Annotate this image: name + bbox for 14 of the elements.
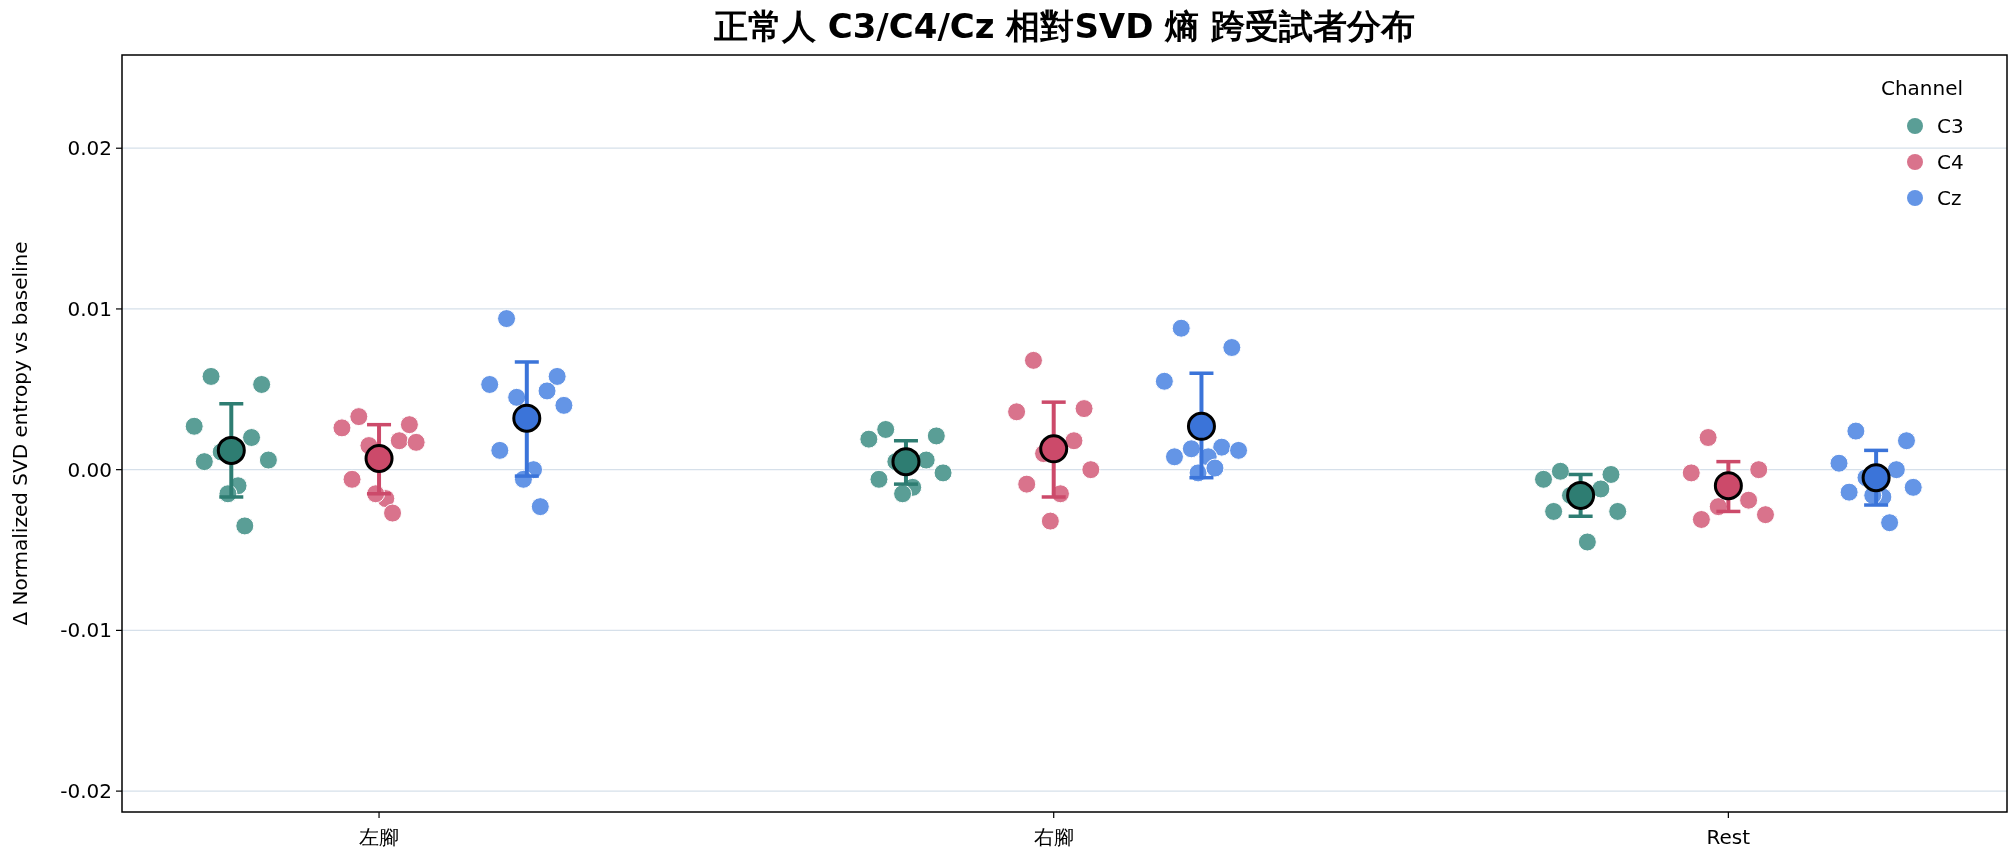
legend-title: Channel xyxy=(1880,76,1964,100)
x-tick-label: 右腳 xyxy=(1033,825,1074,849)
x-tick-label: 左腳 xyxy=(359,825,400,849)
y-tick-label: 0.02 xyxy=(67,136,112,161)
chart-title: 正常人 C3/C4/Cz 相對SVD 熵 跨受試者分布 xyxy=(712,6,1416,46)
y-tick-label: 0.00 xyxy=(67,457,112,482)
y-tick-label: 0.01 xyxy=(67,296,112,321)
y-tick-label: -0.01 xyxy=(60,618,112,643)
legend-label: Cz xyxy=(1937,186,1962,210)
legend-label: C4 xyxy=(1937,150,1964,174)
y-tick-label: -0.02 xyxy=(60,779,112,804)
x-tick-label: Rest xyxy=(1706,825,1751,849)
legend-label: C3 xyxy=(1937,114,1964,138)
y-axis-title: Δ Normalized SVD entropy vs baseline xyxy=(8,241,32,626)
